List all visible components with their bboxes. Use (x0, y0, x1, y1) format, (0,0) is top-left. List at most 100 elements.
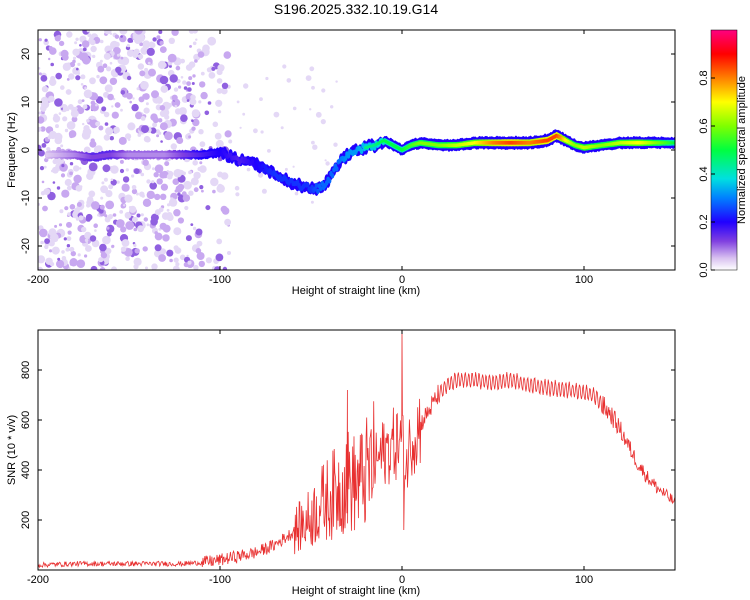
noise-blob (82, 104, 88, 110)
y-tick-label: -20 (20, 238, 32, 254)
noise-blob (69, 171, 73, 176)
noise-blob (84, 86, 87, 90)
noise-blob (160, 193, 167, 200)
noise-blob (94, 229, 97, 232)
noise-blob (66, 221, 72, 228)
noise-blob (63, 237, 67, 241)
noise-blob (103, 134, 111, 141)
noise-blob (159, 122, 168, 131)
noise-blob (80, 74, 86, 80)
noise-blob (172, 178, 180, 185)
noise-blob (58, 40, 65, 47)
noise-blob (135, 258, 138, 262)
noise-blob (186, 81, 192, 86)
noise-blob (109, 136, 115, 141)
noise-blob (44, 244, 49, 250)
noise-blob (66, 236, 72, 242)
noise-blob (132, 51, 139, 58)
noise-blob (90, 265, 98, 270)
noise-blob (152, 37, 157, 42)
noise-blob (77, 106, 85, 115)
noise-blob (39, 166, 45, 171)
noise-blob (131, 185, 137, 190)
noise-blob (138, 54, 144, 60)
noise-blob (205, 205, 211, 211)
noise-blob (171, 30, 179, 36)
noise-blob (89, 39, 96, 46)
noise-blob (140, 81, 149, 90)
noise-blob (161, 108, 170, 117)
noise-blob (215, 99, 223, 107)
noise-blob (157, 60, 167, 69)
noise-blob (95, 145, 103, 153)
noise-blob (120, 246, 127, 252)
noise-blob (152, 122, 158, 128)
noise-blob (187, 260, 192, 265)
noise-blob (150, 127, 157, 134)
noise-blob (239, 126, 242, 129)
noise-blob (170, 143, 177, 150)
noise-blob (174, 108, 182, 115)
noise-blob (69, 246, 75, 252)
ridge-mid (332, 167, 336, 173)
noise-blob (38, 255, 46, 264)
noise-blob (282, 64, 287, 69)
noise-blob (189, 98, 197, 106)
noise-blob (185, 235, 192, 242)
noise-blob (120, 35, 123, 38)
noise-blob (200, 91, 208, 100)
colorbar-tick-label: 0.6 (698, 118, 710, 133)
noise-blob (55, 72, 62, 80)
noise-blob (40, 96, 49, 105)
noise-blob (259, 97, 263, 101)
noise-blob (192, 41, 197, 46)
noise-blob (144, 67, 149, 72)
noise-blob (52, 158, 58, 165)
noise-blob (50, 62, 54, 67)
noise-blob (69, 133, 74, 139)
noise-blob (188, 135, 192, 139)
noise-blob (72, 48, 80, 56)
noise-blob (103, 111, 110, 118)
noise-blob (129, 205, 137, 213)
noise-blob (83, 89, 93, 99)
noise-blob (192, 118, 200, 127)
noise-blob (75, 185, 83, 192)
noise-blob (41, 143, 47, 148)
noise-blob (84, 231, 92, 239)
noise-blob (82, 56, 91, 65)
ridge-mid (218, 147, 223, 153)
noise-blob (62, 107, 66, 111)
noise-blob (137, 225, 145, 233)
noise-blob (207, 101, 212, 105)
noise-blob (99, 39, 104, 44)
noise-blob (111, 105, 114, 108)
noise-blob (122, 176, 130, 183)
noise-blob (66, 244, 71, 248)
colorbar-tick-label: 0.8 (698, 70, 710, 85)
noise-blob (158, 30, 163, 34)
noise-blob (99, 59, 103, 63)
noise-blob (65, 89, 72, 95)
noise-blob (154, 244, 162, 252)
noise-blob (58, 112, 62, 115)
noise-blob (134, 30, 143, 35)
noise-blob (180, 76, 184, 79)
ridge-mid (343, 155, 348, 161)
noise-blob (71, 116, 78, 123)
noise-blob (105, 247, 112, 255)
noise-blob (309, 66, 315, 72)
noise-blob (210, 177, 219, 187)
snr-frame (37, 329, 676, 571)
noise-blob (72, 59, 76, 64)
colorbar: 0.0 0.2 0.4 0.6 0.8 Normalized spectral ampl… (698, 29, 748, 278)
ridge-mid (320, 180, 325, 187)
noise-blob (38, 126, 42, 132)
spectrogram-x-ticks: -200 -100 0 100 (27, 30, 593, 286)
noise-blob (38, 67, 41, 70)
noise-blob (181, 191, 187, 197)
noise-blob (310, 200, 314, 204)
noise-blob (44, 38, 48, 42)
noise-blob (273, 111, 280, 118)
noise-blob (168, 198, 178, 207)
